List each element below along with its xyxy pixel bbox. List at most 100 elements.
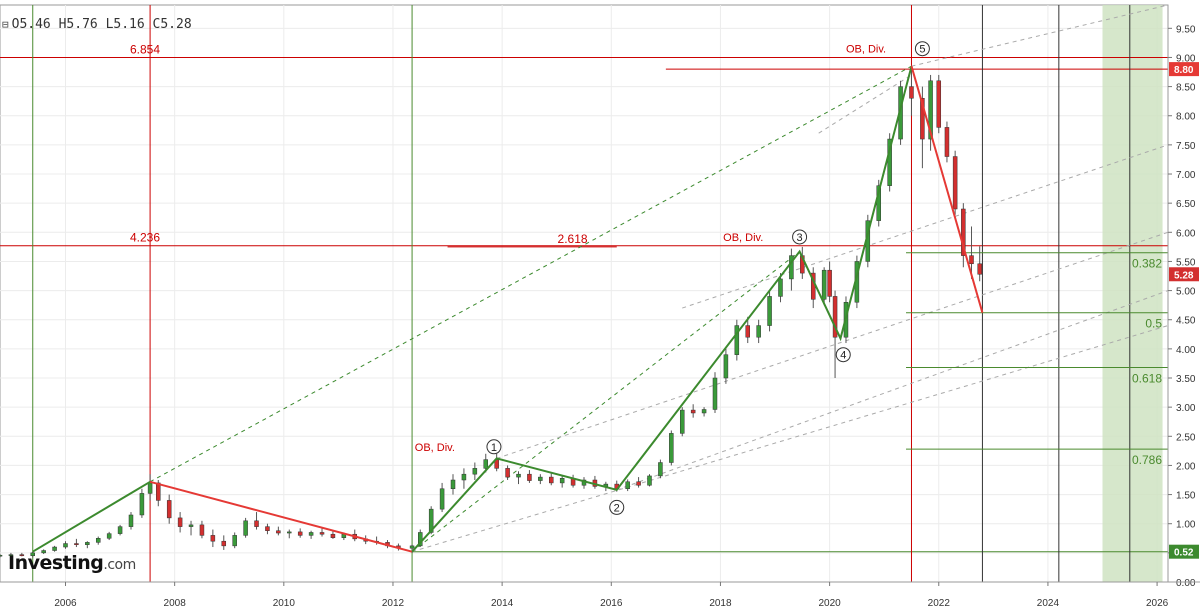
candle-body [0, 554, 3, 557]
time-tick-label: 2006 [54, 598, 77, 609]
candle-body [128, 514, 134, 527]
logo-suffix: .com [103, 557, 136, 573]
level-label: 4.236 [130, 231, 160, 245]
candle-body [952, 156, 958, 210]
candle-body [538, 476, 543, 481]
candle-body [928, 80, 933, 140]
price-tick-label: 8.50 [1176, 83, 1196, 94]
high-value: H5.76 [58, 17, 98, 32]
price-flag-label: 8.80 [1174, 65, 1194, 76]
logo-main: Investing [8, 552, 104, 574]
candle-body [106, 533, 112, 539]
price-tick-label: 4.00 [1176, 345, 1196, 356]
candle-body [549, 476, 554, 484]
time-tick-label: 2010 [273, 598, 296, 609]
open-value: O5.46 [11, 17, 51, 32]
close-value: C5.28 [152, 17, 192, 32]
wave-label-circle [792, 229, 808, 245]
candle-body [977, 263, 982, 275]
dashed-trendlines [149, 4, 1169, 553]
candle-body [690, 409, 696, 414]
wave-label-number: 3 [797, 232, 803, 244]
time-tick-label: 2018 [709, 598, 732, 609]
candle-body [505, 468, 510, 478]
dashed-trendline [149, 65, 912, 483]
dashed-trendline [496, 231, 1169, 459]
fib-level-label: 0.5 [1145, 317, 1162, 331]
candle-body [428, 508, 434, 533]
candle-body [734, 325, 740, 355]
dashed-trendline [682, 144, 1169, 309]
fib-retracement: 0.382 0.5 0.618 0.786 [906, 252, 1168, 467]
candle-body [701, 409, 707, 414]
wave-label-number: 5 [919, 44, 925, 56]
candle-body [827, 269, 832, 297]
time-tick-label: 2022 [928, 598, 951, 609]
candle-body [188, 524, 194, 527]
candle-body [920, 98, 925, 140]
candle-body [439, 488, 445, 510]
candle-body [287, 531, 292, 534]
candle-body [450, 479, 456, 489]
candle-body [669, 433, 674, 463]
grid [0, 4, 1169, 583]
candle-body [944, 127, 950, 157]
dashed-trendline [818, 74, 912, 134]
price-axis: 0.000.501.001.502.002.503.003.504.004.50… [1167, 5, 1200, 589]
horizontal-levels: 6.854 4.236 2.618 [0, 42, 1168, 553]
price-tick-label: 6.50 [1176, 199, 1196, 210]
candle-body [516, 473, 521, 478]
price-axis-bg [1168, 5, 1200, 582]
candle-body [936, 80, 942, 128]
candle-body [636, 481, 641, 486]
price-tick-label: 9.00 [1176, 53, 1196, 64]
candle-body [767, 296, 772, 326]
candle-body [461, 473, 467, 481]
wave-path-down [149, 480, 413, 553]
price-tick-label: 4.50 [1176, 316, 1196, 327]
price-tick-label: 9.50 [1176, 24, 1196, 35]
wave-label-circle [914, 41, 930, 57]
candle-body [679, 409, 685, 434]
time-target-band [1102, 5, 1163, 582]
dashed-trendline [616, 290, 1169, 491]
candle-body [712, 377, 718, 410]
candle-body [30, 552, 35, 557]
time-tick-label: 2024 [1037, 598, 1060, 609]
wave-paths [32, 65, 984, 553]
candle-body [254, 520, 259, 527]
ob-div-annotation: OB, Div. [723, 232, 763, 244]
candle-body [409, 545, 415, 549]
price-tick-label: 0.00 [1176, 578, 1196, 589]
price-tick-label: 1.00 [1176, 520, 1196, 531]
candles [0, 66, 982, 558]
wave-label-circle [609, 499, 625, 515]
price-flag-bg [1169, 62, 1199, 77]
candle-body [8, 554, 14, 556]
candle-body [527, 473, 532, 481]
candle-body [969, 255, 974, 265]
minus-square-icon[interactable]: ⊟ [2, 18, 9, 31]
candle-body [832, 296, 838, 338]
low-value: L5.16 [105, 17, 145, 32]
candle-body [745, 325, 750, 338]
candle-body [821, 269, 827, 300]
ob-div-annotation: OB, Div. [846, 44, 886, 56]
wave-label-number: 1 [491, 442, 497, 454]
price-flag-label: 0.52 [1174, 548, 1194, 559]
time-tick-label: 2026 [1146, 598, 1169, 609]
candle-body [166, 500, 172, 519]
candle-body [95, 538, 101, 543]
price-tick-label: 5.50 [1176, 257, 1196, 268]
price-tick-label: 5.00 [1176, 287, 1196, 298]
candle-body [276, 530, 281, 534]
candle-body [85, 542, 90, 545]
price-tick-label: 1.50 [1176, 491, 1196, 502]
wave-path-up [32, 480, 151, 553]
time-tick-label: 2008 [164, 598, 187, 609]
candle-body [297, 531, 303, 536]
price-tick-label: 2.00 [1176, 461, 1196, 472]
level-label: 2.618 [558, 232, 588, 246]
candle-body [647, 475, 652, 486]
